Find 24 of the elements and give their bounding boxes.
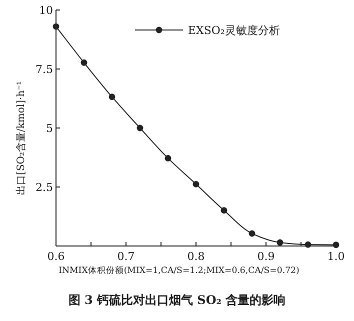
y-tick-label: 7.5 — [36, 63, 53, 76]
point — [220, 207, 228, 214]
point — [52, 23, 60, 30]
point — [248, 230, 256, 237]
x-axis-title: INMIX体积份额(MIX=1,CA/S=1.2;MIX=0.6,CA/S=0.72) — [58, 265, 300, 276]
x-tick-label: 1.0 — [327, 250, 345, 263]
point — [192, 180, 200, 188]
point — [304, 241, 312, 248]
point — [136, 124, 144, 132]
y-tick-label: 10 — [39, 4, 53, 17]
y-tick-label: 5 — [46, 122, 53, 135]
point — [164, 155, 172, 162]
legend-label: EXSO₂灵敏度分析 — [188, 24, 280, 37]
point — [276, 239, 284, 246]
y-axis-title: 出口[SO₂含量/kmol]·h⁻¹ — [15, 81, 27, 195]
point — [332, 242, 340, 248]
x-tick-label: 0.6 — [47, 250, 65, 263]
x-tick-label: 0.8 — [187, 250, 205, 263]
point — [80, 59, 88, 66]
point — [108, 94, 116, 100]
y-tick-label: 2.5 — [36, 181, 53, 194]
text: 图 3 钙硫比对出口烟气 SO₂ 含量的影响 — [68, 293, 286, 307]
x-tick-label: 0.7 — [117, 250, 135, 263]
x-tick-label: 0.9 — [257, 250, 275, 263]
